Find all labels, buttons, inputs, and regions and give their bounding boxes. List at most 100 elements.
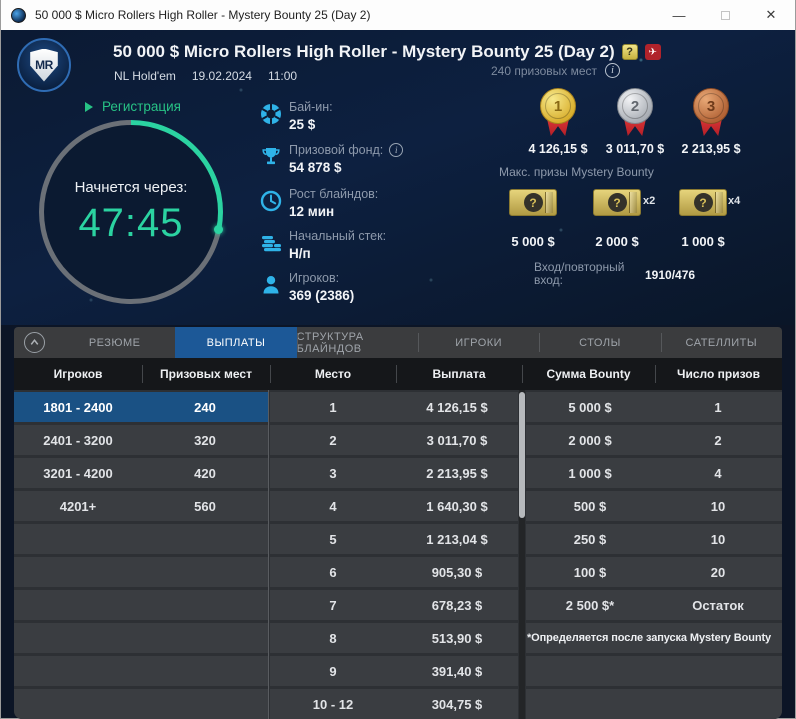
info-item-buyin: Бай-ин: 25 $: [259, 100, 494, 132]
cell-place: 2: [329, 432, 337, 448]
entries-label: Вход/повторный вход:: [534, 260, 625, 287]
info-icon[interactable]: [605, 63, 621, 78]
scrollbar-thumb[interactable]: [519, 392, 525, 518]
table-row[interactable]: 6 905,30 $: [270, 557, 518, 587]
play-triangle-icon: [85, 101, 93, 112]
cell-place: 4: [329, 498, 337, 514]
cell-place: 8: [329, 630, 337, 646]
countdown-label: Начнется через:: [74, 178, 188, 196]
first-prize: 4 126,15 $: [528, 142, 588, 156]
cell-places: 560: [194, 498, 216, 514]
table-row[interactable]: 2 3 011,70 $: [270, 425, 518, 455]
table-row-empty: [14, 689, 268, 719]
cell-prize-count: 1: [714, 399, 722, 415]
tournament-title: 50 000 $ Micro Rollers High Roller - Mys…: [113, 42, 615, 61]
tab-players[interactable]: ИГРОКИ: [417, 327, 539, 358]
table-row[interactable]: 2 000 $ 2: [526, 425, 782, 455]
table-row[interactable]: 500 $ 10: [526, 491, 782, 521]
table-row[interactable]: 5 000 $ 1: [526, 392, 782, 422]
table-row[interactable]: 5 1 213,04 $: [270, 524, 518, 554]
table-row[interactable]: 1 000 $ 4: [526, 458, 782, 488]
table-row-empty: [14, 524, 268, 554]
table-row[interactable]: 7 678,23 $: [270, 590, 518, 620]
minimize-button[interactable]: —: [672, 7, 686, 23]
tab-summary[interactable]: РЕЗЮМЕ: [88, 336, 141, 349]
maximize-icon: [720, 10, 730, 20]
window-titlebar: 50 000 $ Micro Rollers High Roller - Mys…: [1, 0, 795, 30]
table-row[interactable]: 3201 - 4200 420: [14, 458, 268, 488]
table-row[interactable]: 100 $ 20: [526, 557, 782, 587]
cell-bounty-amount: 100 $: [573, 564, 607, 580]
col-prize-count: Число призов: [655, 358, 782, 390]
cell-place: 7: [329, 597, 337, 613]
trophy-icon: [262, 148, 280, 165]
cell-prize-count: 10: [710, 531, 726, 547]
chest-value: 5 000 $: [511, 234, 555, 249]
table-row[interactable]: 2 500 $* Остаток: [526, 590, 782, 620]
table-row[interactable]: 3 2 213,95 $: [270, 458, 518, 488]
info-item-blinds: Рост блайндов: 12 мин: [259, 187, 494, 219]
info-item-players: Игроков: 369 (2386): [259, 271, 494, 303]
gold-medal-icon: 1: [540, 88, 576, 124]
bounty-rows-section: 5 000 $ 1 2 000 $ 2 1 000 $ 4 500 $ 10 2…: [526, 390, 782, 719]
cell-place: 10 - 12: [312, 696, 354, 712]
table-row[interactable]: 2401 - 3200 320: [14, 425, 268, 455]
prizepool-value: 54 878 $: [289, 160, 342, 175]
podium-third: 3 2 213,95 $: [671, 88, 751, 156]
chest-value: 1 000 $: [681, 234, 725, 249]
payout-scrollbar[interactable]: [519, 390, 525, 719]
tab-satellites[interactable]: САТЕЛЛИТЫ: [660, 327, 782, 358]
table-row[interactable]: 4201+ 560: [14, 491, 268, 521]
table-row-empty: [526, 689, 782, 719]
cell-place: 6: [329, 564, 337, 580]
table-row[interactable]: 9 391,40 $: [270, 656, 518, 686]
table-row[interactable]: 10 - 12 304,75 $: [270, 689, 518, 719]
cell-places: 420: [194, 465, 216, 481]
buyin-label: Бай-ин:: [289, 100, 333, 114]
lobby-tabbar: РЕЗЮМЕ ВЫПЛАТЫ СТРУКТУРА БЛАЙНДОВ ИГРОКИ…: [14, 327, 782, 358]
cell-payout: 304,75 $: [431, 696, 483, 712]
cell-place: 1: [329, 399, 337, 415]
cell-places: 320: [194, 432, 216, 448]
podium-first: 1 4 126,15 $: [518, 88, 598, 156]
info-item-stack: Начальный стек: Н/п: [259, 229, 494, 261]
second-prize: 3 011,70 $: [605, 142, 665, 156]
cell-bounty-amount: 1 000 $: [568, 465, 612, 481]
col-bounty-sum: Сумма Bounty: [522, 358, 655, 390]
bronze-medal-icon: 3: [693, 88, 729, 124]
mystery-bounty-label: Макс. призы Mystery Bounty: [499, 165, 654, 179]
chest-multiplier: x2: [643, 195, 656, 207]
table-row[interactable]: 4 1 640,30 $: [270, 491, 518, 521]
tab-payouts[interactable]: ВЫПЛАТЫ: [175, 327, 297, 358]
cell-places: 240: [194, 399, 216, 415]
travel-badge-icon: ✈: [644, 44, 661, 60]
cell-prize-count: 4: [714, 465, 722, 481]
tournament-logo: MR: [17, 38, 71, 92]
tab-tables[interactable]: СТОЛЫ: [539, 327, 660, 358]
table-row-empty: [14, 656, 268, 686]
cell-bounty-amount: 5 000 $: [568, 399, 612, 415]
tab-blind-structure[interactable]: СТРУКТУРА БЛАЙНДОВ: [296, 327, 418, 358]
cell-place: 9: [329, 663, 337, 679]
info-item-prizepool: Призовой фонд: 54 878 $: [259, 143, 494, 175]
prizepool-info-icon[interactable]: [389, 143, 404, 157]
clock-icon: [260, 190, 282, 212]
cell-place: 5: [329, 531, 337, 547]
col-prize-places: Призовых мест: [142, 358, 270, 390]
cell-payout: 905,30 $: [431, 564, 483, 580]
collapse-lobby-button[interactable]: [23, 332, 45, 353]
table-row-empty: [14, 590, 268, 620]
table-row[interactable]: 1 4 126,15 $: [270, 392, 518, 422]
cell-payout: 391,40 $: [431, 663, 483, 679]
table-row[interactable]: 1801 - 2400 240: [14, 392, 268, 422]
section-divider: [268, 390, 269, 719]
maximize-button[interactable]: [717, 8, 733, 23]
table-row-empty: [14, 557, 268, 587]
cell-players: 4201+: [59, 498, 97, 514]
tournament-time: 11:00: [267, 69, 298, 83]
col-payout: Выплата: [396, 358, 522, 390]
table-row[interactable]: 8 513,90 $: [270, 623, 518, 653]
table-row[interactable]: 250 $ 10: [526, 524, 782, 554]
close-button[interactable]: ✕: [765, 7, 777, 22]
